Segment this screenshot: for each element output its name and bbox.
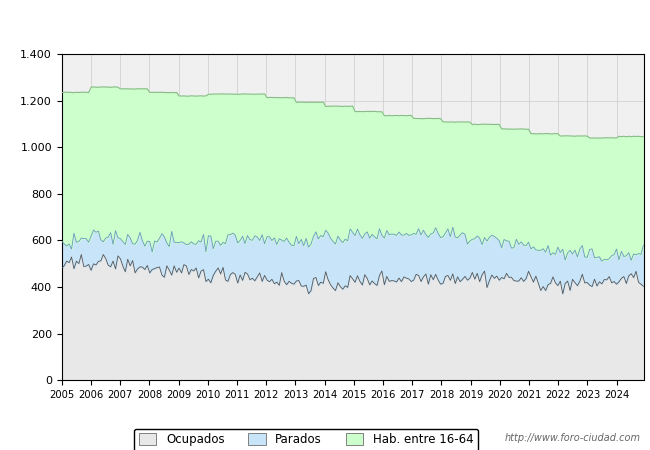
Text: Brozas - Evolucion de la poblacion en edad de Trabajar Noviembre de 2024: Brozas - Evolucion de la poblacion en ed… [55, 17, 595, 30]
Text: http://www.foro-ciudad.com: http://www.foro-ciudad.com [504, 433, 640, 443]
Legend: Ocupados, Parados, Hab. entre 16-64: Ocupados, Parados, Hab. entre 16-64 [134, 428, 478, 450]
